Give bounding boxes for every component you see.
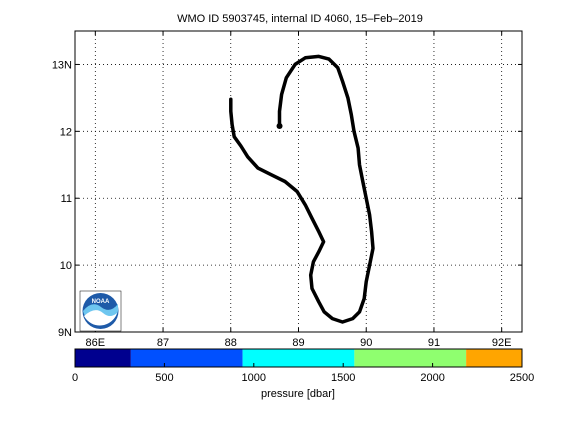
colorbar-tick-label: 2500 [510, 372, 534, 384]
lon-tick-label: 86E [86, 337, 106, 349]
float-track-endpoint [276, 122, 283, 129]
colorbar-ticks: 0 500 1000 1500 2000 2500 [72, 363, 534, 384]
colorbar-tick-label: 0 [72, 372, 78, 384]
colorbar-tick-label: 1000 [242, 372, 266, 384]
colorbar-tick-label: 1500 [331, 372, 355, 384]
colorbar-tick-label: 500 [155, 372, 173, 384]
lon-tick-label: 89 [292, 337, 304, 349]
lat-tick-label: 9N [58, 327, 72, 339]
pressure-colorbar [75, 349, 522, 367]
lon-tick-label: 88 [225, 337, 237, 349]
colorbar-segment [242, 349, 355, 367]
colorbar-label: pressure [dbar] [261, 388, 335, 400]
colorbar-frame [74, 348, 523, 368]
noaa-logo-text: NOAA [92, 299, 110, 305]
colorbar-tick-label: 2000 [420, 372, 444, 384]
lat-tick-label: 13N [52, 59, 72, 71]
noaa-logo-icon: NOAA [79, 290, 122, 332]
colorbar-segment [75, 349, 131, 367]
map-title: WMO ID 5903745, internal ID 4060, 15–Feb… [177, 13, 423, 25]
lat-tick-label: 10 [60, 260, 72, 272]
map-grid [75, 31, 522, 333]
colorbar-segment [130, 349, 243, 367]
lon-tick-label: 92E [492, 337, 512, 349]
lat-tick-label: 11 [61, 193, 72, 205]
float-track-line [229, 54, 375, 324]
lon-tick-label: 90 [360, 337, 372, 349]
lon-tick-label: 87 [157, 337, 169, 349]
colorbar-segment [466, 349, 522, 367]
longitude-ticks: 86E 87 88 89 90 91 92E [86, 31, 512, 349]
colorbar-segment [354, 349, 467, 367]
lon-tick-label: 91 [428, 337, 440, 349]
latitude-ticks: 9N 10 11 12 13N [52, 59, 522, 339]
lat-tick-label: 12 [60, 126, 72, 138]
map-frame [74, 30, 523, 333]
